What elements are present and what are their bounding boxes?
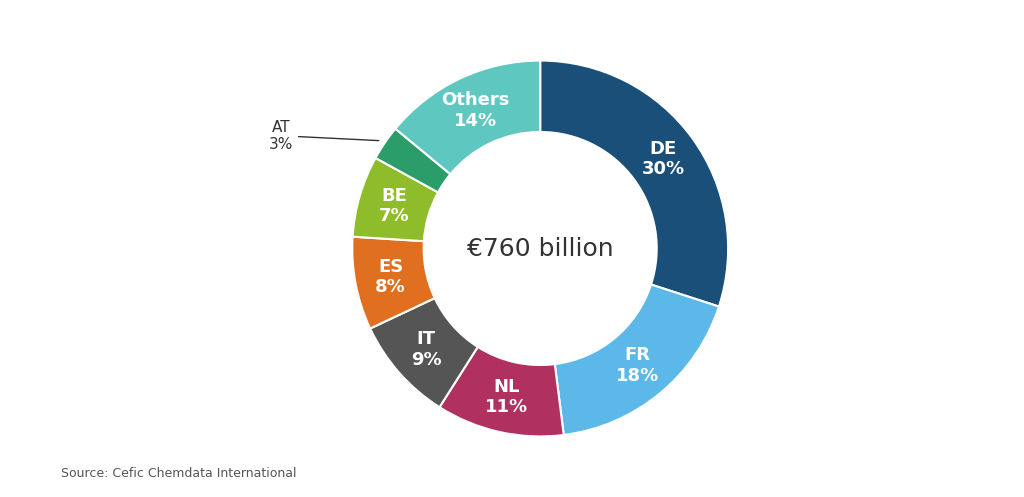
Text: BE
7%: BE 7% bbox=[379, 187, 410, 226]
Wedge shape bbox=[555, 284, 719, 435]
Wedge shape bbox=[370, 298, 478, 407]
Wedge shape bbox=[352, 158, 438, 241]
Text: FR
18%: FR 18% bbox=[615, 346, 658, 385]
Text: ES
8%: ES 8% bbox=[375, 257, 407, 296]
Wedge shape bbox=[541, 61, 728, 307]
Wedge shape bbox=[352, 237, 435, 329]
Text: IT
9%: IT 9% bbox=[411, 330, 441, 369]
Text: DE
30%: DE 30% bbox=[642, 140, 685, 178]
Text: AT
3%: AT 3% bbox=[268, 120, 379, 152]
Wedge shape bbox=[395, 61, 541, 174]
Text: NL
11%: NL 11% bbox=[485, 378, 528, 416]
Text: Others
14%: Others 14% bbox=[441, 91, 510, 130]
Text: Source: Cefic Chemdata International: Source: Cefic Chemdata International bbox=[61, 467, 297, 480]
Wedge shape bbox=[439, 347, 564, 436]
Text: €760 billion: €760 billion bbox=[467, 237, 613, 260]
Wedge shape bbox=[376, 129, 451, 192]
